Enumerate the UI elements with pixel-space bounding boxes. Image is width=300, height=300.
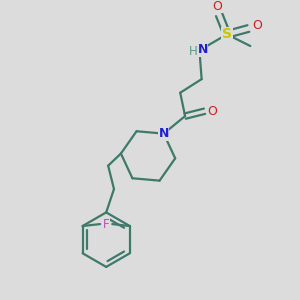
Text: O: O [207, 105, 217, 118]
Text: S: S [222, 27, 232, 41]
Text: H: H [188, 45, 197, 58]
Text: N: N [158, 127, 169, 140]
Text: O: O [212, 0, 222, 13]
Text: O: O [252, 19, 262, 32]
Text: F: F [103, 218, 109, 231]
Text: N: N [197, 44, 208, 56]
Text: F: F [103, 218, 110, 231]
